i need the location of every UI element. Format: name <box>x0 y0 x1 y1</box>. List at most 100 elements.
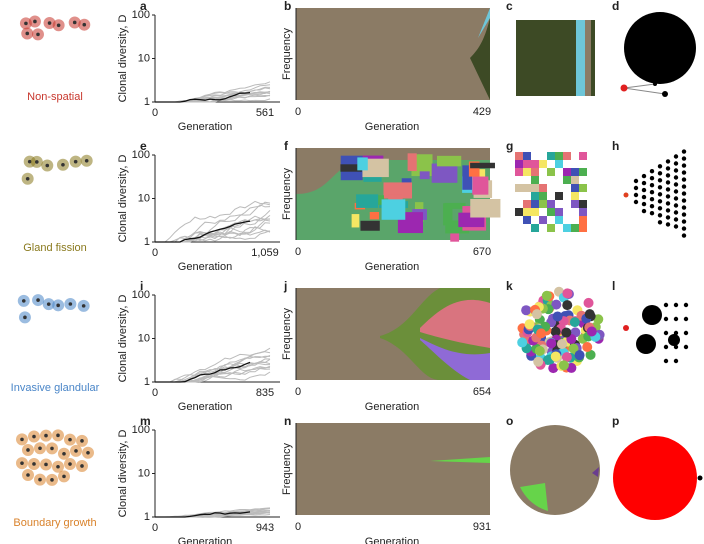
panel-letter: i <box>140 279 143 293</box>
cell-patch <box>582 342 593 353</box>
nucleus <box>26 473 30 477</box>
x-tick-label: 429 <box>473 106 491 118</box>
cell-patch <box>593 314 604 325</box>
gland <box>571 184 579 192</box>
x-label: Generation <box>178 536 232 544</box>
row-label: Non-spatial <box>27 91 83 103</box>
node <box>663 302 669 308</box>
node <box>657 171 663 176</box>
axis <box>154 430 280 518</box>
node <box>681 212 687 217</box>
nucleus <box>68 462 72 466</box>
gland <box>579 200 587 208</box>
clone <box>356 194 379 208</box>
node <box>683 344 689 350</box>
gland <box>523 216 531 224</box>
cell-patch <box>586 326 597 337</box>
node <box>657 178 663 183</box>
y-label: Clonal diversity, D <box>117 295 129 383</box>
cell-patch <box>562 300 573 311</box>
nucleus <box>81 304 86 308</box>
clone <box>450 227 460 242</box>
node <box>641 201 647 207</box>
gland <box>579 208 587 216</box>
cell-patch <box>533 356 544 367</box>
x-tick-label: 0 <box>295 106 301 118</box>
node <box>681 219 687 224</box>
gland <box>515 160 523 168</box>
nucleus <box>25 31 30 36</box>
cell-patch <box>551 299 562 310</box>
node <box>641 187 647 193</box>
node <box>665 180 671 185</box>
node <box>665 194 671 199</box>
nucleus <box>50 446 54 451</box>
node <box>665 208 671 213</box>
cell-patch <box>534 345 545 356</box>
node <box>649 176 655 181</box>
nucleus <box>68 437 72 442</box>
nucleus <box>68 302 73 306</box>
node <box>683 316 689 322</box>
gland <box>531 208 539 216</box>
gland <box>563 152 571 160</box>
cell-patch <box>552 311 563 322</box>
nucleus <box>32 462 36 466</box>
clone <box>360 220 380 231</box>
node <box>665 166 671 171</box>
nucleus <box>50 478 54 482</box>
clone <box>431 163 458 183</box>
cell-patch <box>574 350 585 361</box>
gland <box>539 192 547 200</box>
gland <box>547 208 555 216</box>
clone <box>470 162 495 169</box>
node <box>657 213 663 218</box>
y-tick-label: 1 <box>144 511 150 523</box>
node <box>683 330 689 336</box>
clone <box>362 158 389 178</box>
y-label: Frequency <box>281 168 293 220</box>
gland <box>563 168 571 176</box>
nucleus <box>82 22 87 27</box>
clone-area <box>592 467 599 477</box>
y-label: Frequency <box>281 443 293 495</box>
gland <box>515 184 523 192</box>
node <box>633 185 639 191</box>
node <box>681 156 687 161</box>
clone <box>419 171 430 180</box>
gland <box>571 200 579 208</box>
x-label: Generation <box>365 121 419 133</box>
gland <box>555 160 563 168</box>
nucleus <box>86 450 90 455</box>
clone-area <box>520 483 548 511</box>
node <box>657 220 663 225</box>
node <box>636 334 656 354</box>
node <box>657 206 663 211</box>
icon <box>19 15 91 41</box>
node <box>641 194 647 200</box>
y-tick-label: 10 <box>138 192 150 204</box>
gland <box>523 200 531 208</box>
node <box>641 173 647 179</box>
node <box>673 330 679 336</box>
panel-letter: d <box>612 0 619 13</box>
node <box>673 358 679 364</box>
nucleus <box>25 176 30 181</box>
x-tick-label: 931 <box>473 521 491 533</box>
gland <box>571 168 579 176</box>
row-label: Gland fission <box>23 242 87 254</box>
nucleus <box>44 462 48 467</box>
x-tick-label: 0 <box>152 247 158 259</box>
nucleus <box>38 446 42 451</box>
node <box>665 187 671 192</box>
nucleus <box>72 20 77 25</box>
node <box>683 302 689 308</box>
node <box>673 196 679 201</box>
x-tick-label: 943 <box>256 522 274 534</box>
node <box>653 82 657 86</box>
panel-letter: c <box>506 0 513 13</box>
node <box>649 211 655 216</box>
panel-letter: m <box>140 414 151 428</box>
muller-base <box>296 8 490 100</box>
y-label: Clonal diversity, D <box>117 15 129 103</box>
